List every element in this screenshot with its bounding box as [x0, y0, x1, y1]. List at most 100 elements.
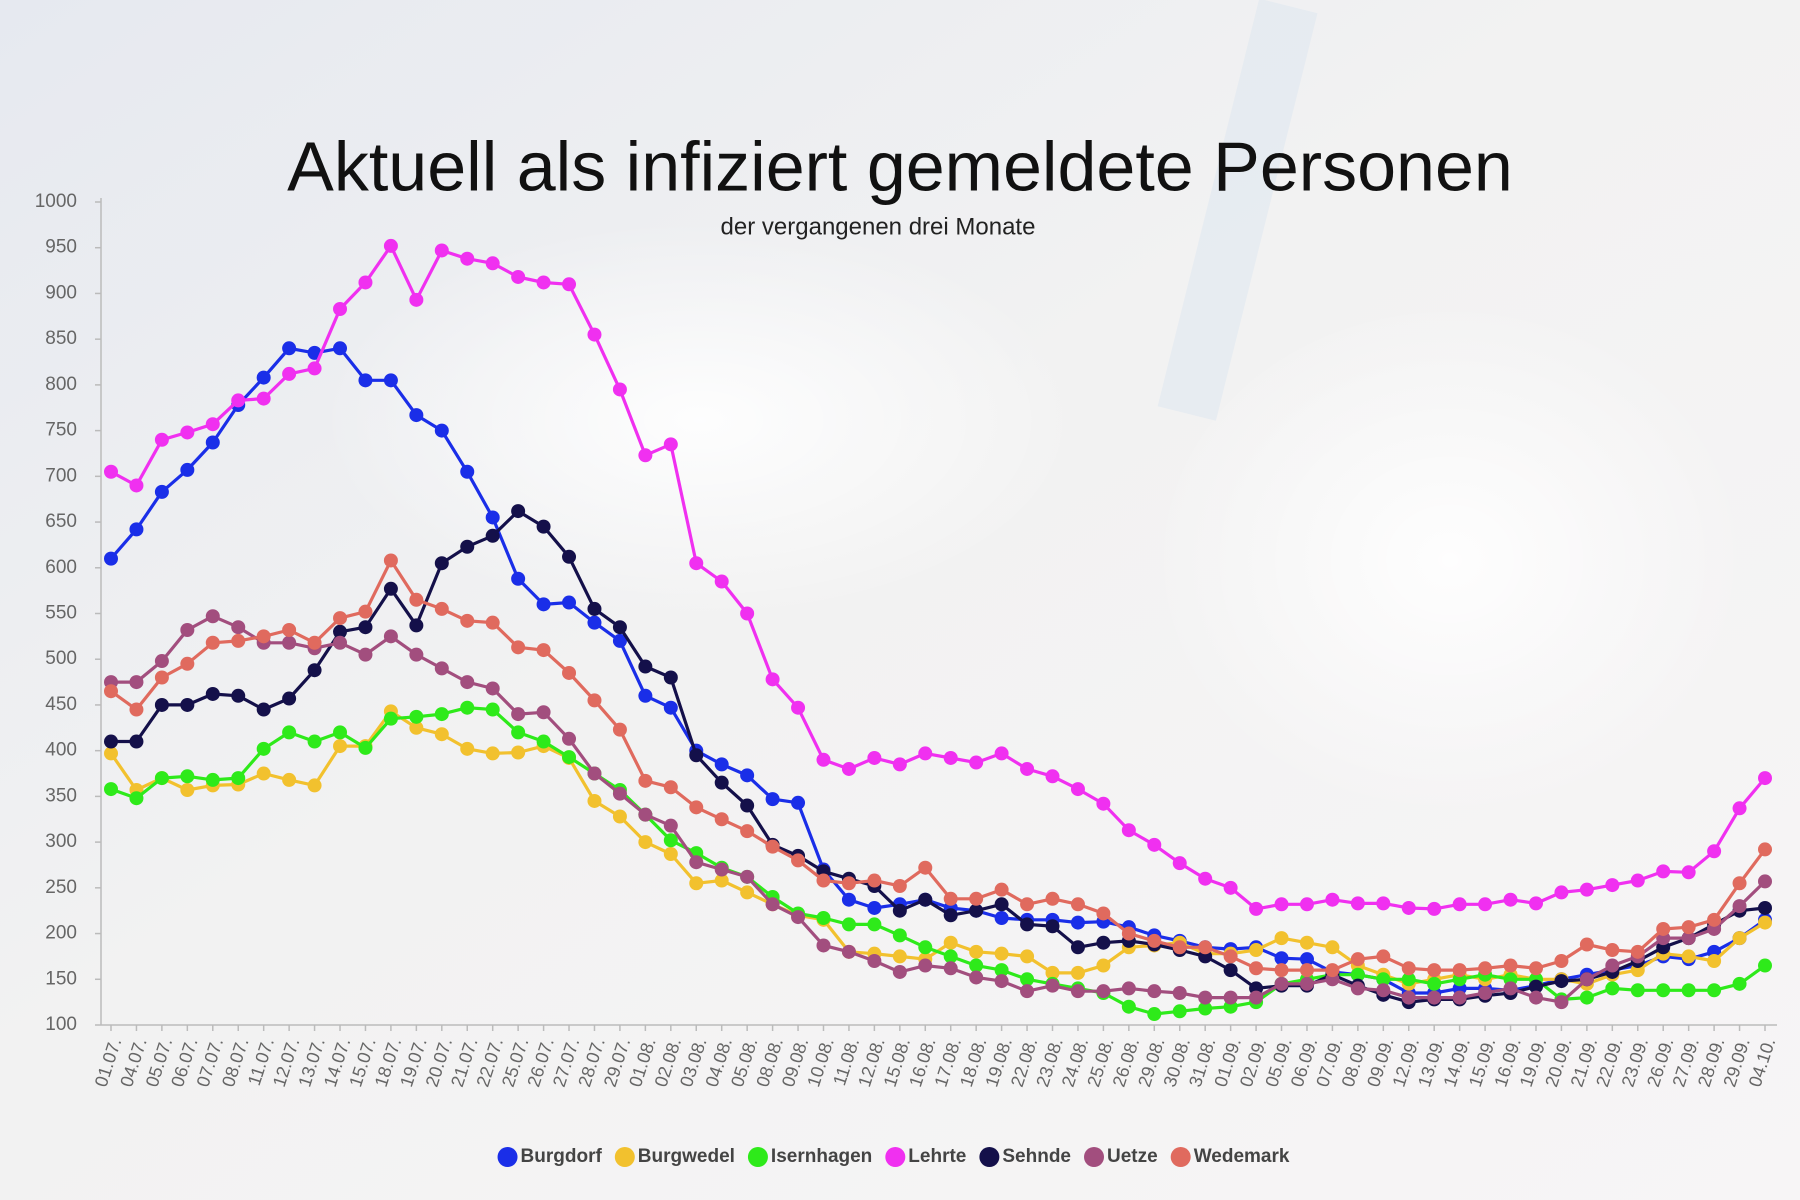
data-point: [1147, 984, 1162, 999]
data-point: [1707, 844, 1722, 859]
data-point: [841, 876, 856, 891]
data-point: [1325, 892, 1340, 907]
data-point: [765, 897, 780, 912]
data-point: [485, 746, 500, 761]
legend-marker: [979, 1147, 1000, 1167]
data-point: [1528, 990, 1543, 1005]
data-point: [104, 684, 118, 699]
data-point: [1758, 874, 1772, 889]
y-tick-label: 400: [45, 740, 77, 761]
data-point: [1554, 995, 1569, 1010]
data-point: [612, 786, 627, 801]
data-point: [943, 908, 958, 923]
data-point: [1503, 892, 1518, 907]
data-point: [1172, 985, 1187, 1000]
data-point: [434, 601, 449, 616]
data-point: [638, 688, 653, 703]
data-point: [333, 611, 348, 626]
data-point: [1172, 856, 1187, 871]
data-point: [892, 964, 907, 979]
data-point: [231, 620, 246, 635]
data-point: [383, 373, 398, 388]
data-point: [1249, 943, 1264, 958]
data-point: [740, 869, 755, 884]
legend-item: Isernhagen: [747, 1146, 872, 1167]
data-point: [714, 775, 729, 790]
data-point: [282, 772, 297, 787]
data-point: [969, 944, 984, 959]
data-point: [383, 238, 398, 253]
data-point: [536, 705, 551, 720]
data-point: [205, 435, 220, 450]
data-point: [485, 681, 500, 696]
data-point: [434, 707, 449, 722]
data-point: [1528, 979, 1543, 994]
data-point: [1707, 983, 1722, 998]
data-point: [1020, 949, 1035, 964]
data-point: [1528, 896, 1543, 911]
data-point: [180, 656, 195, 671]
data-point: [969, 958, 984, 973]
data-point: [460, 251, 475, 266]
data-point: [1758, 915, 1772, 930]
data-point: [1045, 891, 1060, 906]
data-point: [1758, 842, 1772, 857]
data-point: [1020, 984, 1035, 999]
data-point: [434, 243, 449, 258]
data-point: [1325, 963, 1340, 978]
data-point: [231, 633, 246, 648]
data-point: [1350, 981, 1365, 996]
data-point: [307, 361, 322, 376]
data-point: [892, 949, 907, 964]
data-point: [714, 757, 729, 772]
data-point: [892, 879, 907, 894]
y-tick-label: 950: [45, 237, 77, 258]
legend-label: Sehnde: [1002, 1146, 1071, 1167]
data-point: [994, 911, 1009, 926]
data-point: [1020, 972, 1035, 987]
legend-label: Lehrte: [908, 1146, 966, 1167]
data-point: [1096, 906, 1111, 921]
data-point: [536, 597, 551, 612]
data-point: [1172, 1004, 1187, 1019]
data-point: [841, 917, 856, 932]
data-point: [1478, 897, 1493, 912]
data-point: [969, 970, 984, 985]
data-point: [714, 574, 729, 589]
data-point: [1732, 976, 1747, 991]
data-point: [1707, 953, 1722, 968]
data-point: [1758, 900, 1772, 915]
data-point: [1376, 983, 1391, 998]
data-point: [434, 423, 449, 438]
data-point: [383, 553, 398, 568]
data-point: [333, 739, 348, 754]
data-point: [1376, 972, 1391, 987]
data-point: [562, 595, 577, 610]
data-point: [1172, 940, 1187, 955]
legend-marker: [614, 1147, 635, 1167]
data-point: [1020, 761, 1035, 776]
data-point: [918, 892, 933, 907]
data-point: [307, 635, 322, 650]
y-tick-label: 350: [45, 785, 77, 806]
data-point: [841, 892, 856, 907]
data-point: [1198, 990, 1213, 1005]
data-point: [867, 953, 882, 968]
data-point: [1579, 882, 1594, 897]
data-point: [154, 654, 169, 669]
data-point: [612, 633, 627, 648]
data-point: [689, 556, 704, 571]
data-point: [485, 615, 500, 630]
data-point: [1452, 990, 1467, 1005]
data-point: [256, 370, 271, 385]
data-point: [307, 663, 322, 678]
data-point: [231, 771, 246, 786]
data-point: [663, 833, 678, 848]
data-point: [1299, 952, 1314, 967]
data-point: [104, 464, 118, 479]
data-point: [104, 746, 118, 761]
y-tick-label: 250: [45, 877, 77, 898]
plot-area: [104, 238, 1772, 1022]
data-point: [1503, 981, 1518, 996]
data-point: [1681, 865, 1696, 880]
